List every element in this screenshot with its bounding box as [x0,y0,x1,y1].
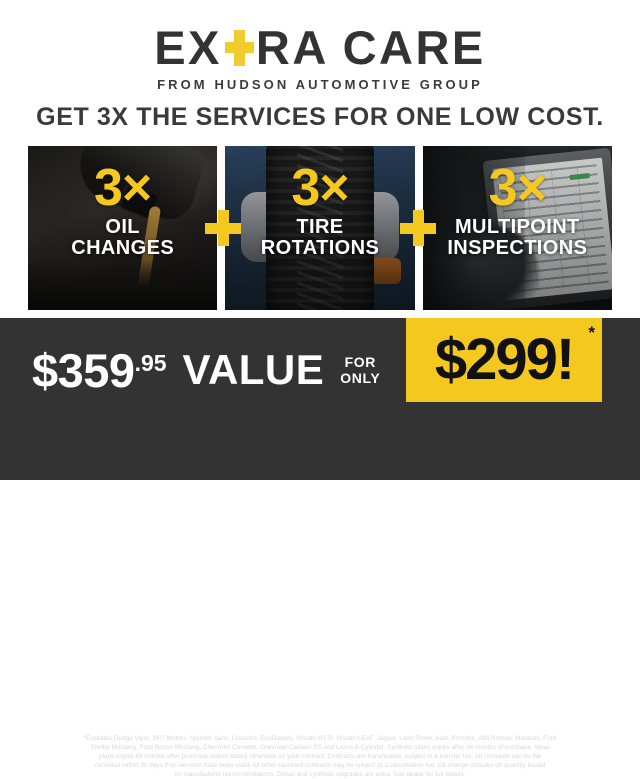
tablet-diagnostic-photo [422,146,612,310]
plus-separator-icon-2 [400,210,436,246]
service-panel-tire-rotations: 3× TIRE ROTATIONS [225,146,415,310]
panel-label-inspection: MULTIPOINT INSPECTIONS [447,217,587,259]
service-panels: 3× OIL CHANGES 3× TIRE [28,146,612,310]
disclaimer-line-5: on manufacturer recommendations. Diesel … [174,771,466,778]
service-panel-oil-changes: 3× OIL CHANGES [28,146,218,310]
panel-label-oil: OIL CHANGES [71,217,174,259]
price-asterisk: * [588,323,595,342]
panel-label-tire: TIRE ROTATIONS [261,217,379,259]
panel-multiplier: 3× [94,159,152,217]
for-only-label: FOR ONLY [340,354,380,386]
sale-price: $299! [434,327,575,392]
photo-scrim [225,146,415,310]
panel-multiplier: 3× [488,159,547,217]
disclaimer: *Excludes Dodge Viper, SRT Motors, Sprin… [22,734,618,779]
retail-value-cents: .95 [134,349,167,376]
panel-label-line1: MULTIPOINT [454,216,580,239]
retail-value: $359.95 [32,347,167,394]
brand-tagline: FROM HUDSON AUTOMOTIVE GROUP [157,77,483,92]
oil-pouring-photo [28,146,218,310]
page-title: GET 3X THE SERVICES FOR ONE LOW COST. [36,103,604,131]
disclaimer-line-4: canceled within 30 days if no services h… [94,762,546,769]
panel-label-line1: OIL [105,216,140,239]
photo-scrim [28,146,218,310]
logo-wordmark: EX RA CARE [154,24,486,71]
panel-label-line2: INSPECTIONS [447,237,588,260]
disclaimer-line-3: plans expire 48 months after purchase un… [99,753,541,760]
panel-label-line2: ROTATIONS [260,237,380,260]
logo-text-part1: EX [154,21,222,74]
panel-content-tire: 3× TIRE ROTATIONS [225,146,414,310]
panel-multiplier: 3× [291,159,349,217]
panel-content-inspection: 3× MULTIPOINT INSPECTIONS [423,146,612,310]
photo-vignette [422,146,525,310]
plus-separator-icon-1 [205,210,241,246]
engine-bay-shadow [28,252,218,310]
disclaimer-line-2: Shelby Mustang, Ford Roush Mustang, Chev… [90,744,550,751]
value-word-label: VALUE [182,346,325,393]
brand-logo: EX RA CARE FROM HUDSON AUTOMOTIVE GROUP [0,24,640,92]
logo-text-part2: RA CARE [255,21,486,74]
retail-value-amount: $359 [32,343,135,397]
photo-scrim [422,146,612,310]
service-panel-multipoint-inspections: 3× MULTIPOINT INSPECTIONS [422,146,612,310]
panel-content-oil: 3× OIL CHANGES [28,146,217,310]
for-label: FOR [344,353,376,370]
tire-shape [265,146,374,310]
only-label: ONLY [340,370,381,386]
panel-label-line1: TIRE [296,216,344,239]
offer-band: $359.95 VALUE FOR ONLY $299! * *Excludes… [0,318,640,778]
technician-holding-tire-photo [225,146,415,310]
offer-row: $359.95 VALUE FOR ONLY [0,328,640,412]
tire-tread-shape [296,146,343,310]
sale-price-badge: $299! * [406,318,602,402]
plus-icon [223,28,255,68]
extra-care-advertisement: EX RA CARE FROM HUDSON AUTOMOTIVE GROUP G… [0,0,640,480]
panel-label-line2: CHANGES [71,237,175,260]
disclaimer-line-1: *Excludes Dodge Viper, SRT Motors, Sprin… [83,735,557,742]
